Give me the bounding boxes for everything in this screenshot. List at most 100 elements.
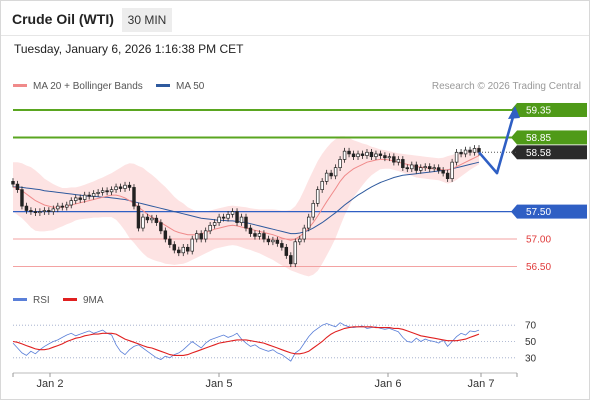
candle-body [324,172,329,182]
candle-body [468,149,472,153]
candle-body [351,153,356,158]
candle-body [383,155,387,159]
candle-body [141,216,145,229]
candle-body [315,189,320,204]
candle-body [150,217,154,221]
level-tag-59.35 [517,102,587,117]
level-tag-58.58 [517,145,587,160]
candle-body [208,224,212,232]
candle-body [365,151,369,156]
rsi-series-9ma [12,326,480,356]
candle-body [405,167,410,170]
candle-body [459,151,463,155]
level-label-59.35: 59.35 [526,105,551,116]
candle-body [127,184,132,188]
forecast-path [478,109,517,175]
time-tick-label-0: Jan 2 [37,378,64,390]
forecast-arrowhead [508,105,520,119]
candle-body [369,151,374,158]
candle-body [186,246,190,252]
candle-body [311,203,315,218]
candle-body [356,153,360,158]
candle-body [42,210,47,212]
candle-body [82,194,87,200]
candle-body [177,249,181,254]
candle-body [100,190,105,193]
candle-body [419,167,423,171]
candle-body [132,187,136,207]
candle-body [432,167,436,170]
candle-body [248,227,253,234]
candle-body [441,170,445,174]
timeframe-badge[interactable]: 30 MIN [122,8,172,32]
research-credit: Research © 2026 Trading Central [431,81,581,92]
legend-ma20: MA 20 + Bollinger Bands [13,81,143,92]
candle-body [302,227,306,240]
candle-body [275,239,280,244]
candle-body [472,148,477,153]
ma9-swatch [63,297,77,301]
candle-body [145,216,150,221]
candle-body [78,197,82,200]
candle-body [87,194,91,197]
candle-body [172,244,177,251]
candle-body [239,216,244,223]
chart-header: Crude Oil (WTI) 30 MIN [1,1,589,35]
candle-body [230,211,235,215]
candle-body [33,211,38,214]
candle-body [257,233,262,237]
candle-body [401,159,405,169]
candle-body [333,167,338,177]
level-label-57.50: 57.50 [526,207,551,218]
candle-body [477,148,481,153]
legend-ma50: MA 50 [156,81,204,92]
candle-body [38,211,42,214]
level-tag-arrow-58.58 [511,145,517,160]
candle-body [168,238,172,245]
level-tag-arrow-58.85 [511,130,517,145]
candle-body [293,241,298,265]
candle-body [29,210,33,212]
candle-body [427,166,432,170]
ma50-swatch [156,83,170,87]
rsi-tick-50: 50 [525,337,537,348]
legend-ma50-label: MA 50 [176,81,205,92]
candle-body [244,216,248,229]
legend-9ma: 9MA [63,295,104,306]
candle-body [271,239,275,243]
candle-body [20,189,24,207]
candle-body [289,255,293,265]
candle-body [396,159,401,163]
candle-body [342,150,347,160]
candle-body [298,238,302,243]
legend-rsi-label: RSI [33,295,50,306]
candle-body [374,153,378,158]
candle-body [338,159,342,169]
candle-body [91,193,96,197]
time-tick-label-3: Jan 7 [468,378,495,390]
candle-body [284,246,289,256]
candle-body [190,238,194,252]
candle-body [320,181,324,190]
candle-body [47,210,51,212]
candle-body [378,153,383,156]
candle-body [60,205,65,208]
legend-rsi: RSI [13,295,50,306]
candle-body [203,230,208,240]
candle-body [387,156,392,159]
legend-9ma-label: 9MA [83,295,104,306]
level-tag-57.50 [517,204,587,219]
candle-body [280,243,284,248]
candle-body [436,167,441,171]
candle-body [105,190,109,193]
candle-body [266,238,271,243]
candle-body [163,230,168,240]
candle-body [392,156,396,163]
level-label-56.50: 56.50 [526,262,551,273]
candle-body [212,222,217,226]
candle-body [307,216,311,229]
level-tag-58.85 [517,130,587,145]
candle-body [136,205,141,229]
